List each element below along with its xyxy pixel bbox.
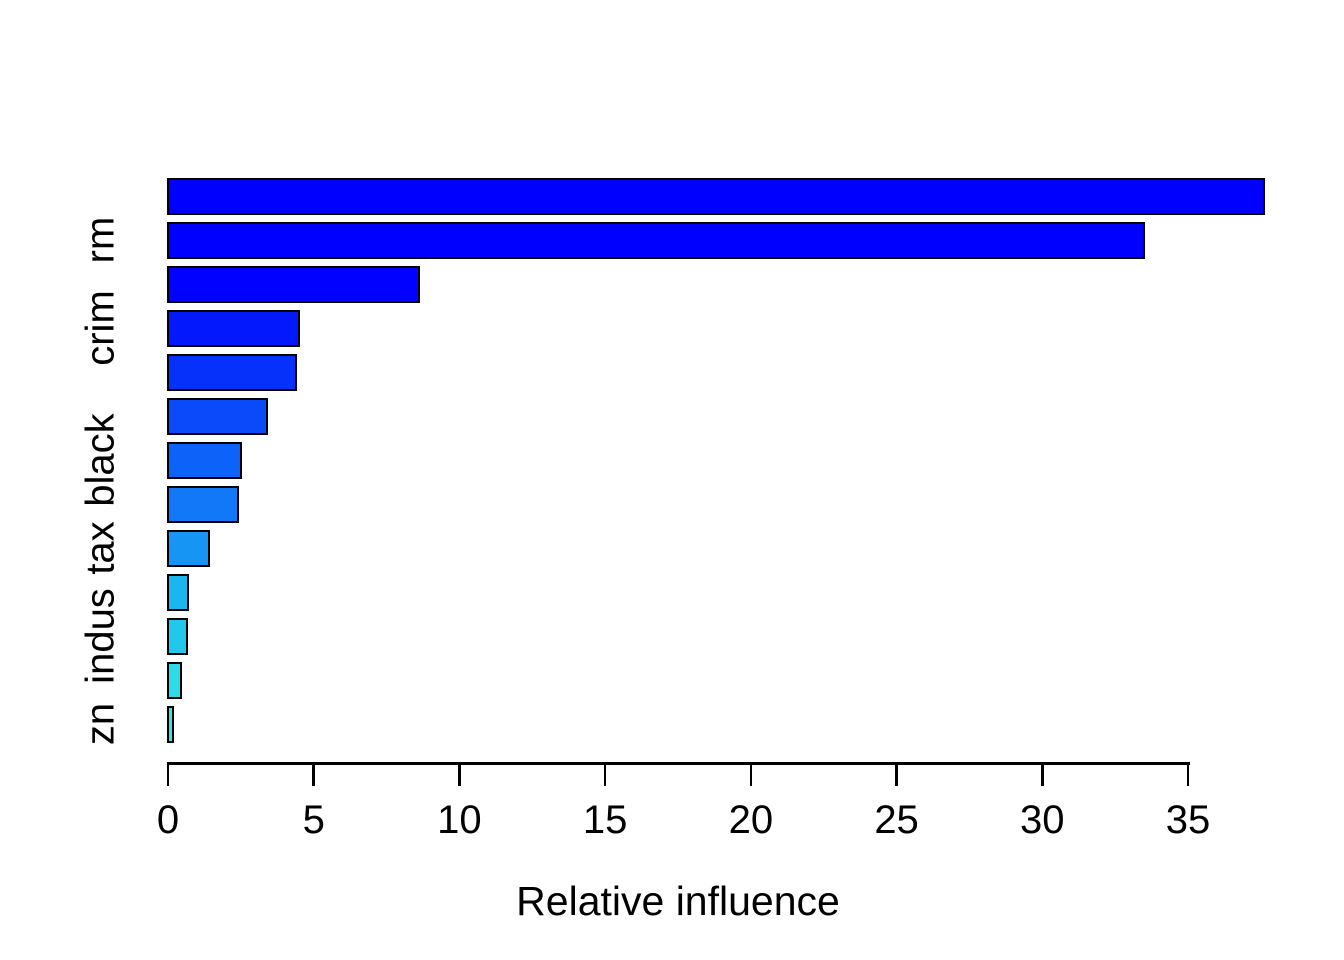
bar-black xyxy=(166,441,242,479)
x-tick-15 xyxy=(603,762,607,786)
bar-indus xyxy=(166,617,188,655)
bar-tax xyxy=(166,529,210,567)
x-tick-label-25: 25 xyxy=(874,798,919,842)
bar-crim xyxy=(166,309,301,347)
bar-rank-3 xyxy=(166,265,420,303)
x-tick-label-0: 0 xyxy=(156,798,180,842)
x-tick-label-10: 10 xyxy=(437,798,482,842)
y-axis-label-zn: zn xyxy=(78,702,123,746)
bar-rank-10 xyxy=(166,573,190,611)
y-axis-label-crim: crim xyxy=(78,290,123,367)
bar-rank-12 xyxy=(166,661,183,699)
x-tick-35 xyxy=(1186,762,1190,786)
x-tick-10 xyxy=(458,762,461,786)
bar-rank-1 xyxy=(166,178,1265,215)
x-tick-0 xyxy=(166,762,170,786)
bar-rank-8 xyxy=(166,485,239,523)
y-axis-label-black: black xyxy=(78,413,123,507)
x-tick-20 xyxy=(749,762,753,786)
bar-rm xyxy=(166,221,1146,259)
x-tick-label-15: 15 xyxy=(582,798,628,842)
bar-zn xyxy=(166,705,174,743)
x-tick-5 xyxy=(312,762,315,786)
x-tick-label-35: 35 xyxy=(1165,798,1211,842)
y-axis-label-tax: tax xyxy=(78,521,123,575)
x-tick-30 xyxy=(1041,762,1044,786)
x-axis-line xyxy=(166,762,1190,765)
bar-rank-5 xyxy=(166,353,298,391)
x-tick-25 xyxy=(895,762,898,786)
y-axis-label-indus: indus xyxy=(78,588,123,684)
x-tick-label-30: 30 xyxy=(1020,798,1065,842)
y-axis-label-rm: rm xyxy=(78,217,123,264)
x-tick-label-20: 20 xyxy=(728,798,774,842)
x-tick-label-5: 5 xyxy=(302,798,325,842)
bar-rank-6 xyxy=(166,397,269,435)
x-axis-title: Relative influence xyxy=(516,878,840,924)
